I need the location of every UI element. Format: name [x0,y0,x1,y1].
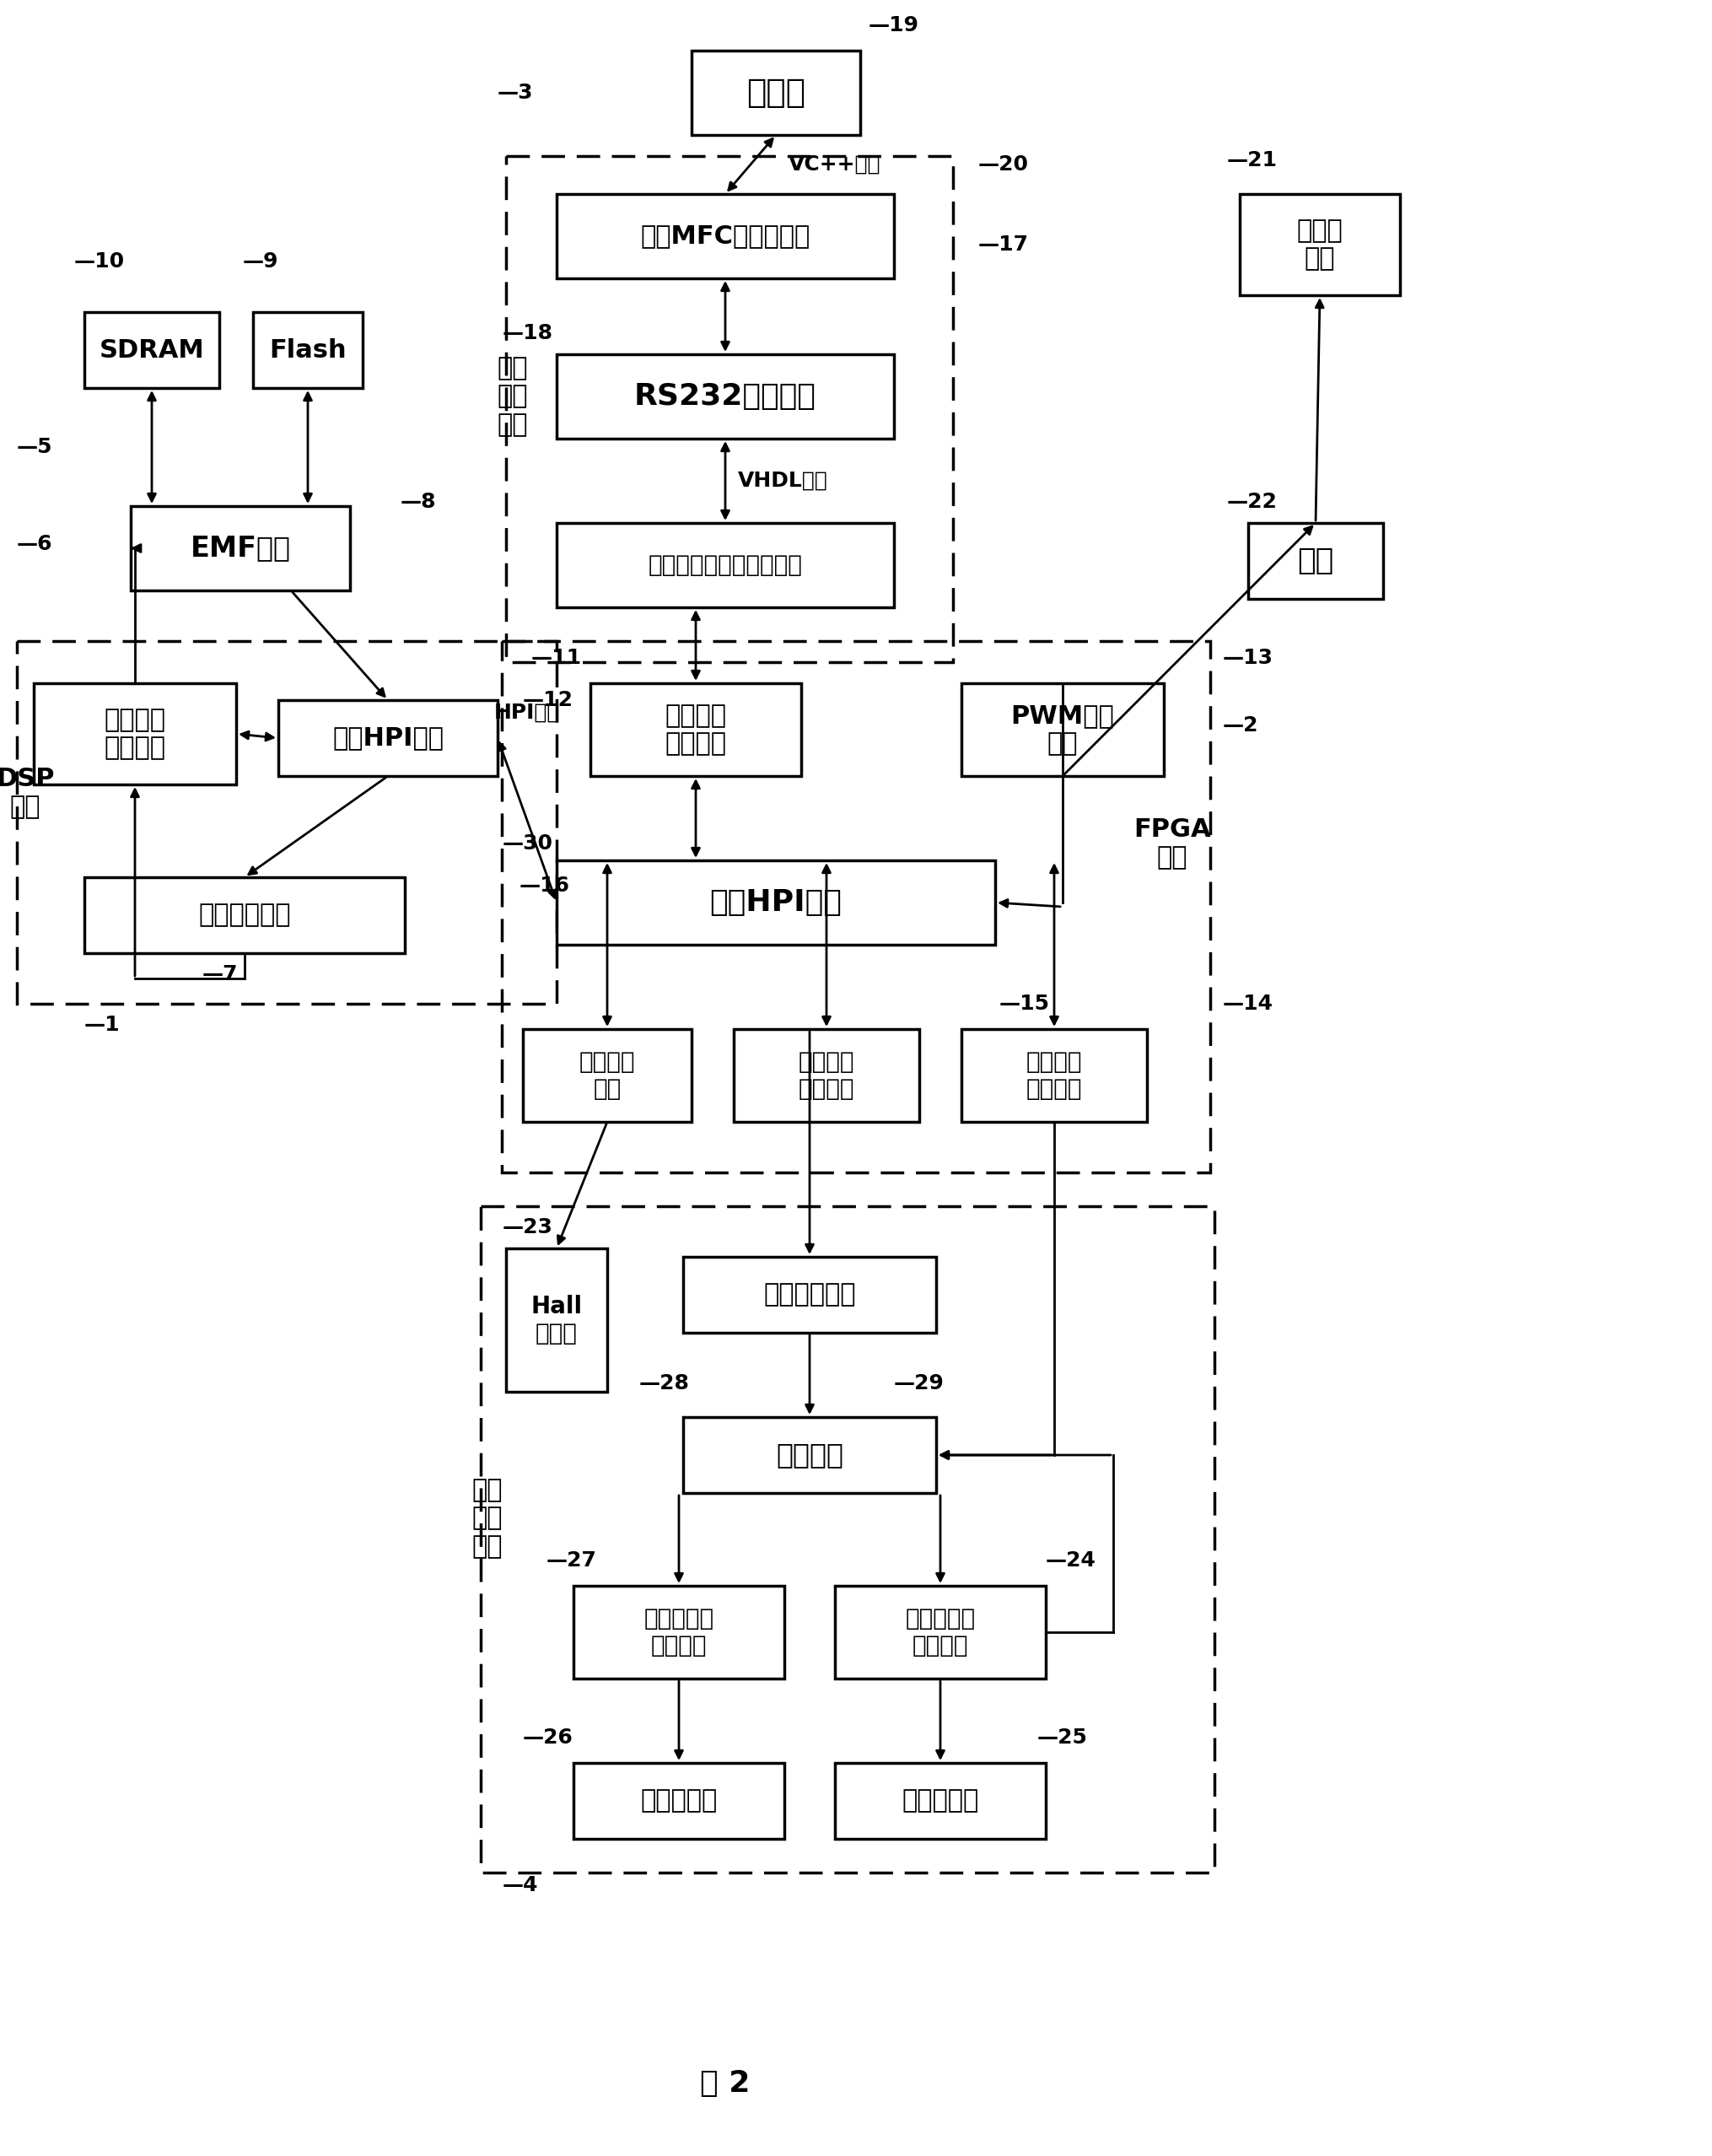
Text: —11: —11 [531,647,582,668]
Bar [574,1587,784,1680]
Text: —4: —4 [502,1876,538,1895]
Text: —25: —25 [1037,1727,1087,1749]
Text: RS232接口电路: RS232接口电路 [633,382,817,412]
Bar [505,1248,608,1393]
Bar [17,640,556,1005]
Text: —22: —22 [1226,492,1277,511]
Text: 电流传感器
接口电路: 电流传感器 接口电路 [906,1606,974,1658]
Bar [556,194,894,278]
Text: 转速计算模块: 转速计算模块 [199,903,291,927]
Bar [130,507,349,591]
Bar [34,683,236,785]
Text: 位移传感器: 位移传感器 [640,1789,717,1813]
Text: 第一HPI模块: 第一HPI模块 [332,727,443,750]
Text: —9: —9 [243,252,279,272]
Text: —20: —20 [978,155,1029,175]
Text: —30: —30 [502,834,553,854]
Bar [277,701,496,776]
Bar [84,877,404,953]
Bar [692,50,859,136]
Text: 基于MFC的通信界面: 基于MFC的通信界面 [640,224,810,248]
Bar [84,313,219,388]
Bar [505,155,952,662]
Text: PWM调制
模块: PWM调制 模块 [1010,703,1115,757]
Text: 模拟开关
控制模块: 模拟开关 控制模块 [1025,1050,1082,1102]
Text: 电流传感器: 电流传感器 [902,1789,978,1813]
Text: —7: —7 [202,964,238,985]
Text: SDRAM: SDRAM [99,338,204,362]
Bar [834,1764,1046,1839]
Bar [683,1257,936,1332]
Text: 信号
调理
模块: 信号 调理 模块 [473,1477,503,1559]
Text: —5: —5 [17,438,53,457]
Text: 图 2: 图 2 [700,2070,750,2098]
Text: 基于硬件编程的串口通信: 基于硬件编程的串口通信 [647,554,801,578]
Bar [502,640,1210,1173]
Text: —10: —10 [74,252,125,272]
Text: —17: —17 [978,235,1029,254]
Text: —12: —12 [522,690,574,709]
Text: —19: —19 [868,15,919,34]
Bar [960,683,1162,776]
Text: —26: —26 [522,1727,574,1749]
Text: —18: —18 [502,323,553,343]
Text: DSP
模块: DSP 模块 [0,768,55,819]
Text: 控制算法
处理模块: 控制算法 处理模块 [104,707,166,761]
Bar [253,313,363,388]
Bar [556,860,995,944]
Text: 转速计数
模块: 转速计数 模块 [579,1050,635,1102]
Text: —27: —27 [546,1550,597,1570]
Bar [733,1028,919,1121]
Text: —8: —8 [401,492,437,511]
Bar [556,524,894,608]
Text: —14: —14 [1222,994,1272,1013]
Text: —21: —21 [1226,151,1277,170]
Text: 第二HPI模块: 第二HPI模块 [709,888,842,916]
Text: —29: —29 [894,1373,943,1393]
Bar [683,1416,936,1492]
Text: 串行通信
控制模块: 串行通信 控制模块 [664,703,726,757]
Text: —13: —13 [1222,647,1272,668]
Bar [522,1028,692,1121]
Text: VHDL实现: VHDL实现 [738,470,827,492]
Bar [574,1764,784,1839]
Text: FPGA
模块: FPGA 模块 [1133,817,1210,869]
Bar [834,1587,1046,1680]
Text: 位移传感器
接口电路: 位移传感器 接口电路 [644,1606,714,1658]
Text: VC++实现: VC++实现 [788,155,880,175]
Text: EMF模块: EMF模块 [190,535,291,563]
Text: —15: —15 [998,994,1049,1013]
Text: 串行
通信
模块: 串行 通信 模块 [496,356,527,438]
Text: —2: —2 [1222,716,1258,735]
Text: 模数转换
控制模块: 模数转换 控制模块 [798,1050,854,1102]
Text: 模拟开关: 模拟开关 [776,1440,842,1468]
Text: 磁轴承
线圈: 磁轴承 线圈 [1296,218,1342,272]
Bar [591,683,801,776]
Text: —23: —23 [502,1218,553,1238]
Text: 功放: 功放 [1296,548,1334,576]
Text: —16: —16 [519,875,570,895]
Text: 上位机: 上位机 [746,78,805,108]
Text: —6: —6 [17,535,53,554]
Text: Hall
传感器: Hall 传感器 [531,1294,582,1345]
Bar [1248,524,1382,599]
Bar [1239,194,1399,295]
Text: Flash: Flash [269,338,346,362]
Bar [960,1028,1147,1121]
Text: HPI接口: HPI接口 [493,703,560,722]
Text: —3: —3 [496,82,532,103]
Text: —28: —28 [639,1373,690,1393]
Bar [556,354,894,438]
Text: —24: —24 [1046,1550,1096,1570]
Bar [481,1205,1214,1874]
Text: —1: —1 [84,1015,120,1035]
Text: 模数转换芯片: 模数转换芯片 [764,1283,856,1307]
